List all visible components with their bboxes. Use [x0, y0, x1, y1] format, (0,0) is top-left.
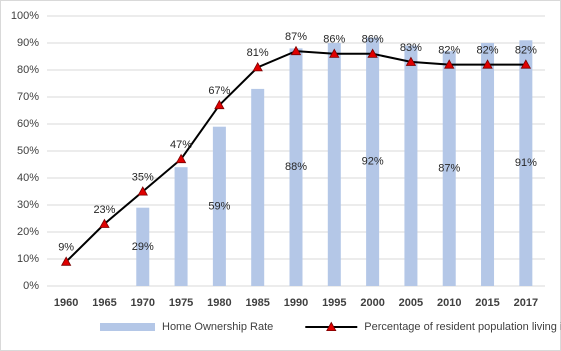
- y-tick-label: 40%: [17, 172, 39, 184]
- bar-value-label: 91%: [515, 157, 537, 169]
- line-value-label: 83%: [400, 42, 422, 54]
- y-tick-label: 90%: [17, 37, 39, 49]
- bar-value-label: 29%: [132, 241, 154, 253]
- line-marker: [99, 218, 110, 228]
- y-tick-label: 70%: [17, 91, 39, 103]
- x-tick-label: 1990: [284, 297, 308, 309]
- line-marker: [60, 256, 72, 266]
- line-value-label: 82%: [515, 45, 537, 57]
- line-marker: [482, 59, 493, 69]
- line-value-label: 82%: [438, 45, 460, 57]
- line-marker: [520, 59, 532, 69]
- legend-marker: [326, 321, 337, 332]
- bar: [251, 88, 265, 287]
- x-tick-label: 1995: [322, 297, 346, 309]
- bar: [404, 45, 418, 287]
- y-tick-label: 0%: [23, 280, 39, 292]
- x-tick-label: 1970: [131, 297, 155, 309]
- line-marker: [214, 99, 225, 110]
- x-tick-label: 1975: [169, 297, 193, 309]
- bar-value-label: 59%: [208, 200, 230, 212]
- bar: [174, 167, 188, 286]
- y-tick-label: 30%: [17, 199, 39, 211]
- bar: [481, 43, 495, 286]
- x-tick-label: 1960: [54, 297, 78, 309]
- x-tick-label: 2017: [514, 297, 538, 309]
- y-tick-label: 60%: [17, 118, 39, 130]
- line-marker: [367, 48, 378, 58]
- x-tick-label: 2000: [360, 297, 384, 309]
- bar: [327, 43, 341, 286]
- legend-label: Percentage of resident population living…: [364, 321, 561, 333]
- bar: [519, 40, 533, 286]
- line-marker: [329, 48, 340, 58]
- legend-label: Home Ownership Rate: [162, 321, 273, 333]
- x-tick-label: 1985: [245, 297, 269, 309]
- y-tick-label: 80%: [17, 64, 39, 76]
- bar: [289, 48, 303, 287]
- y-tick-label: 20%: [17, 226, 39, 238]
- line-marker: [175, 153, 187, 164]
- line-value-label: 47%: [170, 139, 192, 151]
- line-value-label: 9%: [58, 242, 74, 254]
- bar-value-label: 88%: [285, 161, 307, 173]
- x-tick-label: 2010: [437, 297, 461, 309]
- line-marker: [252, 61, 263, 72]
- line-marker: [290, 45, 302, 56]
- bar-value-label: 92%: [362, 156, 384, 168]
- line-marker: [444, 59, 455, 69]
- x-tick-label: 1965: [92, 297, 116, 309]
- line-value-label: 82%: [477, 45, 499, 57]
- line-value-label: 86%: [362, 34, 384, 46]
- line-marker: [405, 56, 417, 66]
- x-tick-label: 2005: [399, 297, 423, 309]
- line-value-label: 23%: [93, 204, 115, 216]
- bar: [366, 37, 380, 286]
- bar: [212, 126, 226, 286]
- line-value-label: 87%: [285, 31, 307, 43]
- line-value-label: 67%: [208, 85, 230, 97]
- y-tick-label: 50%: [17, 145, 39, 157]
- legend-swatch: [100, 323, 155, 331]
- bar: [442, 51, 456, 286]
- y-tick-label: 10%: [17, 253, 39, 265]
- bar: [136, 207, 150, 286]
- bar-value-label: 87%: [438, 162, 460, 174]
- line-value-label: 35%: [132, 171, 154, 183]
- x-tick-label: 1980: [207, 297, 231, 309]
- y-tick-label: 100%: [11, 10, 39, 22]
- line-value-label: 81%: [247, 47, 269, 59]
- x-tick-label: 2015: [475, 297, 499, 309]
- line-marker: [137, 186, 148, 196]
- line-value-label: 86%: [323, 34, 345, 46]
